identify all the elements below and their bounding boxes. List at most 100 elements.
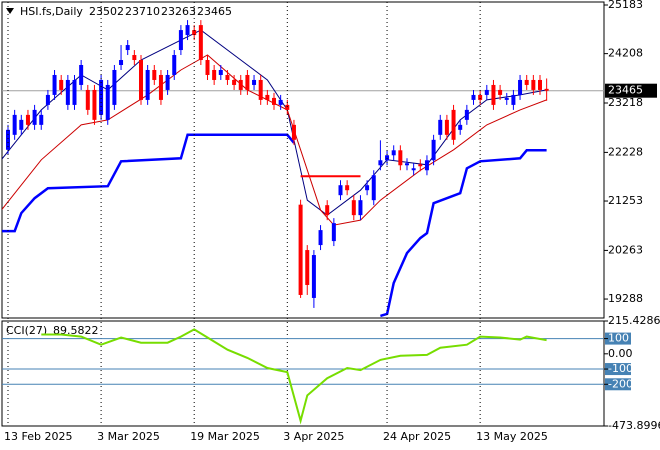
chart-title: HSI.fs,Daily <box>20 5 83 18</box>
ohlc-open: 23502 <box>89 5 124 18</box>
candle-body <box>291 124 296 140</box>
candle-body <box>205 60 210 75</box>
level-box <box>605 378 631 391</box>
menu-icon <box>6 8 14 14</box>
candle-body <box>152 69 157 80</box>
candle-body <box>484 89 489 95</box>
candle-body <box>498 89 503 95</box>
candle-body <box>6 129 10 150</box>
y-tick-label: 21253 <box>608 194 643 207</box>
candle-body <box>25 114 30 125</box>
candle-body <box>39 114 44 125</box>
ohlc-low: 23263 <box>161 5 196 18</box>
cci-line <box>41 328 547 425</box>
y-tick-label: -100 <box>608 362 633 375</box>
candle-body <box>278 99 283 105</box>
candle-body <box>52 74 57 95</box>
candle-body <box>72 79 77 105</box>
candle-body <box>338 185 343 196</box>
candle-body <box>119 60 124 66</box>
candle-body <box>538 79 542 90</box>
candle-body <box>305 250 310 285</box>
y-tick-label: 0.00 <box>608 347 633 360</box>
candle-body <box>79 65 84 85</box>
y-tick-label: 22228 <box>608 145 643 158</box>
ohlc-high: 23710 <box>125 5 160 18</box>
candle-body <box>358 200 363 216</box>
candle-body <box>544 88 549 91</box>
candle-body <box>524 79 529 85</box>
candle-body <box>431 139 436 161</box>
price-box <box>605 83 657 98</box>
candle-body <box>99 79 104 115</box>
candle-body <box>59 79 64 90</box>
level-box <box>605 363 631 376</box>
candle-body <box>298 204 303 295</box>
candle-body <box>165 74 170 90</box>
candle-body <box>258 79 263 100</box>
candle-body <box>411 168 416 171</box>
candle-body <box>139 60 143 100</box>
candle-body <box>12 114 17 135</box>
candle-body <box>464 109 469 120</box>
candle-body <box>385 155 390 161</box>
candle-body <box>478 94 483 100</box>
price-label: 23465 <box>608 84 643 97</box>
candle-body <box>531 79 536 90</box>
candle-body <box>504 97 509 100</box>
candle-body <box>212 69 217 80</box>
candle-body <box>105 84 110 120</box>
candle-body <box>365 185 370 191</box>
y-tick-label: 19288 <box>608 292 643 305</box>
y-tick-label: -200 <box>608 377 633 390</box>
candle-body <box>45 94 50 105</box>
candle-body <box>398 150 403 166</box>
candle-body <box>198 25 203 61</box>
cci-current: 89.5822 <box>53 324 99 337</box>
candle-body <box>438 119 443 135</box>
x-tick-label: 24 Apr 2025 <box>383 430 451 443</box>
candle-body <box>491 84 496 105</box>
y-tick-label: 24208 <box>608 47 643 60</box>
x-tick-label: 19 Mar 2025 <box>190 430 260 443</box>
candle-body <box>185 25 190 36</box>
y-tick-label: 23218 <box>608 96 643 109</box>
candle-body <box>391 150 396 156</box>
candle-body <box>178 30 183 51</box>
candle-body <box>158 74 163 100</box>
candle-body <box>325 205 330 216</box>
overlay-line <box>2 133 547 318</box>
candle-body <box>272 97 276 105</box>
candle-body <box>345 185 350 191</box>
candle-body <box>418 164 423 167</box>
candle-body <box>424 160 429 171</box>
candle-body <box>285 104 290 110</box>
candle-body <box>132 55 137 61</box>
main-frame <box>1 1 605 319</box>
candle-body <box>92 89 97 120</box>
candle-body <box>318 230 323 246</box>
x-tick-label: 13 Feb 2025 <box>4 430 72 443</box>
candle-body <box>451 109 456 140</box>
y-tick-label: 215.4286 <box>608 314 660 327</box>
y-tick-label: -473.8996 <box>608 419 660 432</box>
y-tick-label: 20263 <box>608 243 643 256</box>
candle-body <box>331 223 336 242</box>
candle-body <box>518 79 523 95</box>
candle-body <box>172 55 177 75</box>
candle-body <box>238 79 243 90</box>
cci-title: CCI(27) <box>6 324 47 337</box>
level-box <box>605 332 631 345</box>
cci-frame <box>1 320 605 427</box>
x-tick-label: 13 May 2025 <box>476 430 548 443</box>
x-tick-label: 3 Mar 2025 <box>97 430 160 443</box>
candle-body <box>65 79 70 105</box>
ohlc-close: 23465 <box>197 5 232 18</box>
candle-body <box>511 94 516 105</box>
candle-body <box>444 119 449 135</box>
candle-body <box>192 30 197 36</box>
candle-body <box>232 79 237 85</box>
candle-body <box>218 69 223 75</box>
